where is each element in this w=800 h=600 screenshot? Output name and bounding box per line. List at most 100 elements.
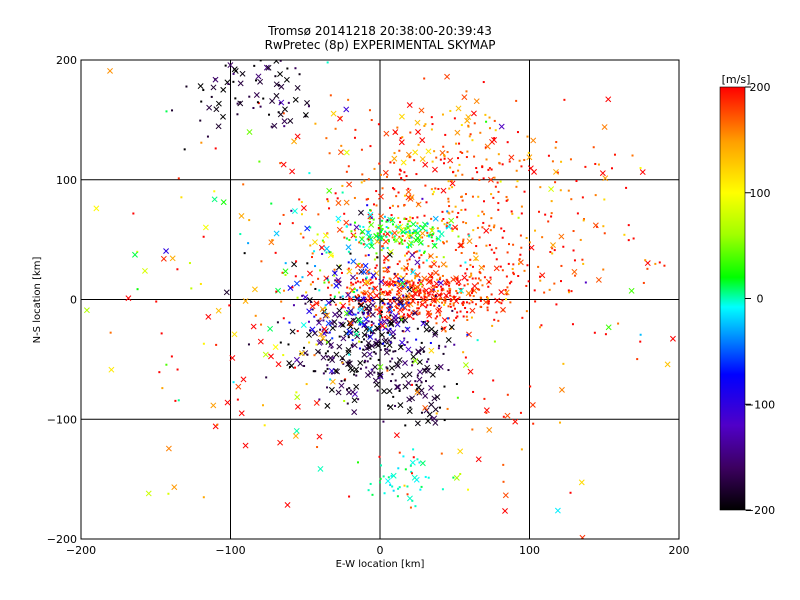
data-point [499,180,502,183]
data-point [161,387,164,390]
data-point-x [406,408,413,415]
data-point-x [291,208,298,214]
colorbar-tick-label: 0 [757,293,764,306]
data-point [371,299,374,302]
data-point [447,369,450,372]
data-point [404,468,407,471]
data-point [509,301,512,304]
data-point-x [378,213,385,220]
data-point [376,256,379,259]
data-point [382,475,385,478]
data-point-x [306,270,313,277]
data-point [316,446,319,449]
data-point [313,315,316,318]
data-point-x [169,255,176,262]
data-point [362,296,365,299]
data-point-x [215,307,222,314]
data-point [392,223,395,226]
data-point [369,482,372,485]
data-point-x [351,397,358,404]
data-point [398,242,401,245]
data-point [410,470,413,473]
data-point [435,237,438,240]
data-point [398,291,401,294]
data-point [256,101,259,104]
data-point [400,345,403,348]
data-point [339,301,342,304]
data-point-x [262,351,269,358]
data-point [464,306,467,309]
data-point [214,147,217,150]
data-point-x [365,279,372,286]
data-point-x [385,478,391,484]
data-point [424,184,427,187]
data-point [155,300,158,303]
data-point-x [409,459,416,466]
data-point [398,173,401,176]
data-point [270,202,273,205]
data-point [431,298,434,301]
data-point [326,350,329,353]
data-point [432,233,435,236]
data-point-x [382,255,389,262]
data-point-x [318,244,325,251]
data-point [486,300,489,303]
data-point [325,137,328,140]
data-point [442,352,445,355]
data-point [409,219,412,222]
data-point [421,197,424,200]
data-point [353,291,356,294]
data-point [357,280,360,283]
data-point [387,339,390,342]
data-point-x [470,110,477,117]
data-point [422,320,425,323]
data-point [502,463,505,466]
data-point [365,307,368,310]
data-point-x [503,289,510,296]
data-point-x [255,73,262,80]
data-point-x [343,199,350,206]
data-point [398,260,401,263]
data-point [361,311,364,314]
data-point [216,423,219,426]
data-point-x [205,313,212,320]
data-point-x [443,292,450,299]
data-point [407,250,410,253]
data-point-x [487,176,494,183]
data-point [324,306,327,309]
data-point-x [215,100,222,107]
data-point [443,154,446,157]
data-point [511,267,514,270]
data-point [390,380,393,383]
data-point [347,267,350,270]
data-point [636,358,639,361]
data-point-x [277,111,284,118]
data-point-x [409,395,416,402]
data-point-x [394,321,401,328]
data-point [307,320,310,323]
data-point [282,354,285,357]
data-point [260,323,263,326]
data-point [562,245,565,248]
data-point [351,345,354,348]
data-point [441,210,444,213]
data-point-x [419,346,426,353]
data-point [232,80,235,83]
data-point [447,200,450,203]
data-point [372,203,375,206]
data-point [394,283,397,286]
data-point-x [425,148,432,155]
data-point [471,301,474,304]
data-point [357,398,360,401]
data-point [384,348,387,351]
data-point-x [484,143,491,150]
data-point [372,332,375,335]
data-point [467,488,470,491]
data-point [327,200,330,203]
data-point [412,317,415,320]
data-point [504,298,507,301]
data-point [322,372,325,375]
data-point [363,306,366,309]
data-point-x [328,368,335,374]
data-point [438,344,441,347]
